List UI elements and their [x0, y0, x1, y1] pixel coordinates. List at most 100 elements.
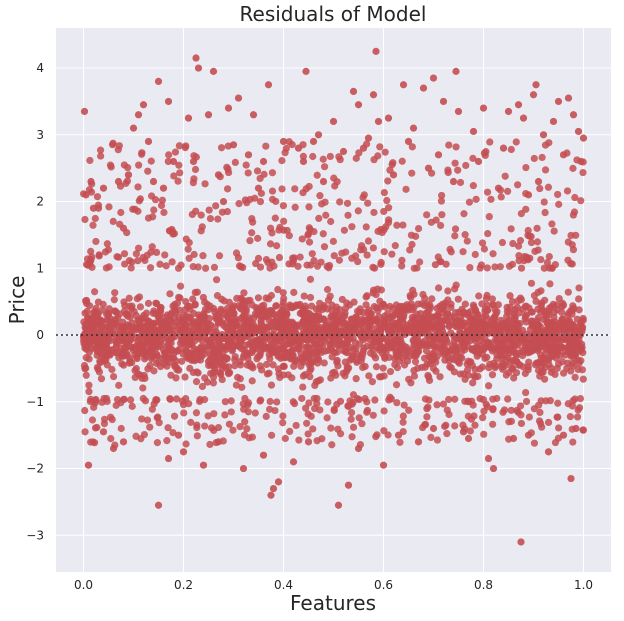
- scatter-point: [438, 211, 446, 219]
- scatter-point: [132, 432, 140, 440]
- scatter-point: [161, 251, 169, 259]
- band-point: [111, 315, 119, 324]
- scatter-point: [152, 248, 161, 256]
- scatter-point: [380, 188, 388, 197]
- band-point: [341, 339, 350, 347]
- scatter-point: [198, 223, 206, 231]
- scatter-point: [319, 230, 327, 238]
- scatter-point: [175, 142, 183, 150]
- outlier-point: [274, 478, 283, 486]
- band-point: [236, 375, 244, 383]
- band-point: [299, 383, 307, 391]
- band-point: [444, 287, 452, 295]
- band-point: [336, 305, 344, 314]
- band-point: [124, 343, 132, 351]
- scatter-point: [210, 410, 218, 418]
- band-point: [166, 290, 174, 298]
- band-point: [225, 298, 233, 306]
- band-point: [111, 307, 119, 315]
- band-point: [390, 311, 398, 319]
- band-point: [256, 340, 265, 348]
- band-point: [260, 307, 268, 315]
- scatter-point: [496, 263, 504, 271]
- scatter-point: [354, 207, 362, 215]
- band-point: [372, 363, 381, 371]
- scatter-point: [489, 395, 497, 403]
- band-point: [456, 370, 464, 378]
- outlier-point: [394, 431, 403, 439]
- scatter-point: [224, 165, 232, 173]
- scatter-point: [135, 161, 143, 169]
- scatter-point: [313, 399, 321, 408]
- x-tick-label: 0.6: [374, 578, 393, 592]
- band-point: [488, 347, 496, 355]
- scatter-point: [324, 398, 332, 406]
- scatter-point: [388, 250, 396, 258]
- band-point: [400, 323, 408, 331]
- scatter-point: [266, 224, 275, 232]
- scatter-point: [106, 413, 115, 421]
- band-point: [178, 357, 186, 365]
- band-point: [258, 333, 266, 341]
- outlier-point: [87, 177, 95, 186]
- band-point: [378, 343, 386, 351]
- band-point: [406, 327, 414, 335]
- band-point: [267, 307, 275, 316]
- scatter-point: [347, 415, 355, 423]
- scatter-point: [383, 196, 391, 205]
- band-point: [444, 296, 452, 304]
- scatter-point: [102, 264, 110, 272]
- band-point: [437, 347, 445, 355]
- band-point: [130, 343, 138, 352]
- scatter-point: [184, 245, 192, 253]
- band-point: [483, 321, 491, 329]
- band-point: [166, 358, 174, 366]
- band-point: [502, 361, 510, 369]
- scatter-point: [310, 227, 318, 236]
- scatter-point: [462, 161, 470, 170]
- scatter-point: [347, 408, 356, 417]
- band-point: [350, 298, 358, 306]
- band-point: [209, 379, 218, 387]
- scatter-point: [305, 238, 314, 246]
- band-point: [463, 366, 472, 374]
- band-point: [474, 372, 482, 380]
- outlier-point: [549, 117, 558, 126]
- scatter-point: [423, 413, 431, 421]
- band-point: [562, 319, 570, 327]
- band-point: [214, 348, 222, 356]
- band-point: [553, 364, 561, 372]
- band-point: [125, 359, 134, 367]
- band-point: [534, 314, 542, 322]
- scatter-point: [452, 143, 460, 151]
- outlier-point: [474, 157, 483, 166]
- band-point: [391, 360, 399, 369]
- band-point: [262, 294, 270, 302]
- scatter-point: [387, 395, 395, 403]
- band-point: [339, 311, 347, 320]
- band-point: [169, 302, 177, 310]
- scatter-point: [451, 159, 459, 167]
- band-point: [110, 296, 118, 304]
- scatter-point: [504, 395, 512, 403]
- scatter-point: [507, 145, 515, 154]
- outlier-point: [539, 131, 548, 139]
- scatter-point: [564, 238, 572, 246]
- scatter-point: [298, 235, 306, 243]
- scatter-point: [153, 396, 161, 404]
- scatter-point: [576, 395, 585, 403]
- outlier-point: [399, 81, 408, 89]
- band-point: [198, 382, 207, 391]
- scatter-point: [399, 418, 407, 426]
- scatter-point: [563, 187, 572, 195]
- scatter-point: [169, 230, 177, 238]
- band-point: [495, 328, 503, 336]
- scatter-point: [232, 249, 241, 257]
- scatter-point: [433, 401, 441, 409]
- band-point: [522, 343, 530, 351]
- band-point: [564, 326, 572, 335]
- outlier-point: [524, 431, 533, 439]
- scatter-point: [464, 397, 472, 405]
- band-point: [279, 298, 287, 306]
- band-point: [179, 335, 187, 343]
